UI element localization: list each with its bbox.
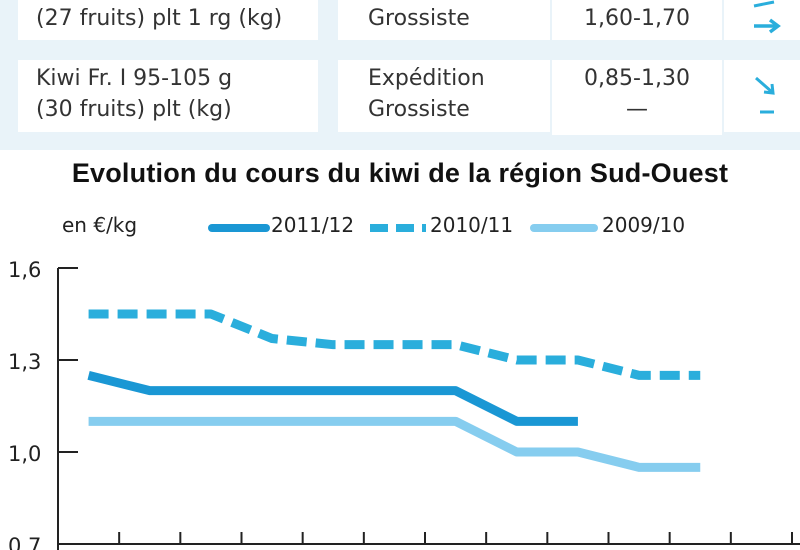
price-table: (27 fruits) plt 1 rg (kg) Grossiste 1,60… — [0, 0, 800, 150]
stage-cell: Grossiste — [338, 0, 550, 40]
series-line-2011-12 — [87, 370, 578, 426]
product-cell: Kiwi Fr. I 95-105 g (30 fruits) plt (kg) — [18, 60, 318, 132]
price-cell: 1,60-1,70 — [552, 0, 722, 40]
chart-title: Evolution du cours du kiwi de la région … — [71, 158, 729, 188]
product-line: (27 fruits) plt 1 rg (kg) — [36, 6, 283, 31]
legend-label-2009-10: 2009/10 — [602, 213, 686, 237]
price-line: 1,60-1,70 — [584, 6, 690, 31]
stage-line: Grossiste — [368, 6, 470, 31]
trend-cell — [724, 0, 800, 40]
y-unit-label: en €/kg — [62, 213, 138, 237]
price-cell: 0,85-1,30 — — [552, 60, 722, 135]
series-line-2009-10 — [88, 416, 701, 472]
legend-swatch-2010-11 — [370, 224, 426, 232]
stage-line: Grossiste — [368, 97, 470, 122]
legend-swatch-2009-10 — [530, 224, 598, 232]
trend-cell — [724, 60, 800, 132]
stage-line: Expédition — [368, 66, 485, 91]
y-tick-label: 0,7 — [8, 534, 41, 550]
y-tick-label: 1,6 — [8, 258, 41, 282]
price-line: 0,85-1,30 — [584, 66, 690, 91]
product-line: Kiwi Fr. I 95-105 g — [36, 66, 233, 91]
dash-icon — [760, 110, 774, 114]
legend-label-2010-11: 2010/11 — [430, 213, 514, 237]
legend-label-2011-12: 2011/12 — [271, 213, 355, 237]
y-tick-label: 1,0 — [8, 442, 41, 466]
stage-cell: Expédition Grossiste — [338, 60, 550, 132]
price-line: — — [626, 97, 648, 122]
legend-swatch-2011-12 — [208, 224, 270, 232]
arrow-down-right-icon — [755, 76, 775, 95]
y-tick-label: 1,3 — [8, 350, 41, 374]
arrow-right-icon — [753, 0, 781, 34]
series-line-2010-11 — [88, 309, 701, 380]
product-line: (30 fruits) plt (kg) — [36, 97, 232, 122]
product-cell: (27 fruits) plt 1 rg (kg) — [18, 0, 318, 40]
